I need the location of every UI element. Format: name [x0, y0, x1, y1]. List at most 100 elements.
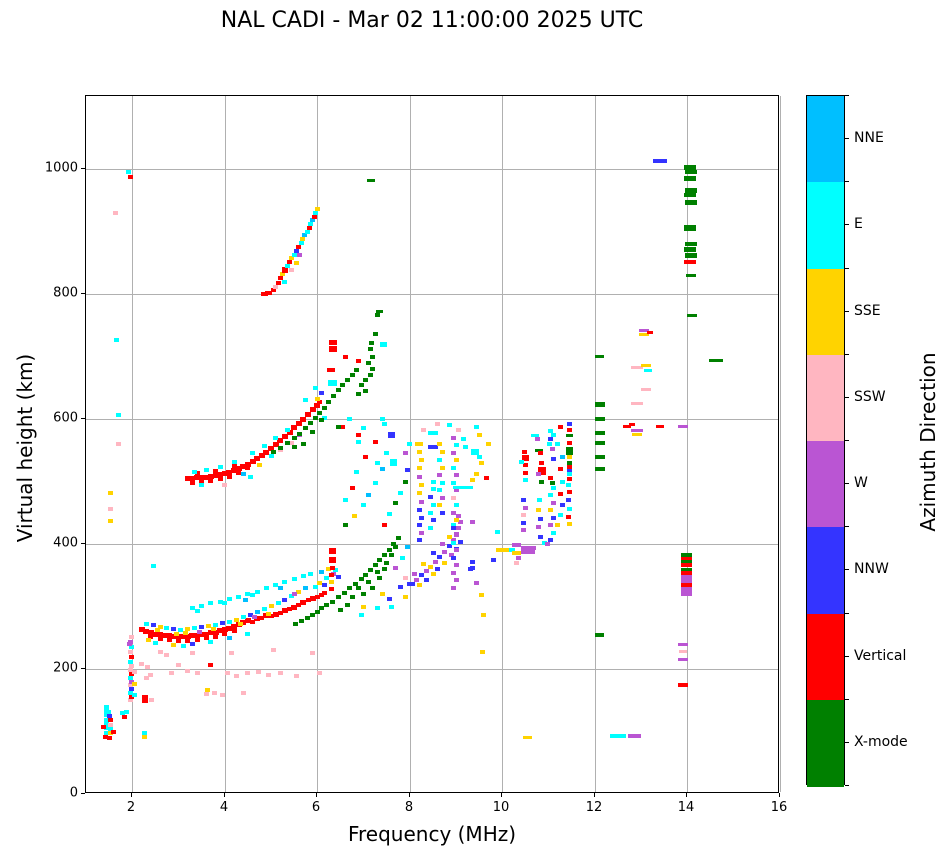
- data-point: [594, 401, 605, 407]
- data-point: [231, 460, 237, 465]
- data-point: [594, 417, 605, 422]
- data-point: [281, 434, 288, 440]
- data-point: [296, 590, 302, 595]
- data-point: [289, 440, 295, 445]
- data-point: [139, 662, 145, 667]
- data-point: [158, 649, 164, 654]
- colorbar-tick: [845, 224, 849, 226]
- data-point: [312, 385, 318, 390]
- x-gridline: [687, 96, 688, 792]
- data-point: [480, 649, 485, 654]
- data-point: [638, 328, 649, 332]
- colorbar-boundary-tick: [845, 612, 849, 614]
- data-point: [233, 673, 239, 678]
- colorbar: [806, 95, 845, 787]
- data-point: [328, 556, 336, 563]
- x-tick: [131, 793, 132, 797]
- data-point: [560, 503, 566, 508]
- data-point: [455, 428, 461, 433]
- data-point: [414, 577, 420, 582]
- data-point: [286, 429, 293, 435]
- data-point: [453, 518, 459, 523]
- data-point: [138, 627, 145, 633]
- data-point: [178, 627, 184, 632]
- data-point: [296, 602, 302, 607]
- data-point: [496, 547, 511, 552]
- data-point: [428, 430, 438, 435]
- data-point: [312, 584, 318, 589]
- data-point: [442, 549, 448, 554]
- data-point: [189, 650, 195, 655]
- data-point: [203, 467, 209, 472]
- data-point: [291, 425, 298, 431]
- data-point: [416, 582, 422, 587]
- data-point: [354, 470, 360, 475]
- data-point: [557, 492, 563, 497]
- data-point: [416, 507, 422, 512]
- data-point: [627, 733, 641, 738]
- data-point: [277, 610, 283, 615]
- data-point: [550, 432, 556, 437]
- data-point: [565, 434, 573, 438]
- data-point: [428, 525, 434, 530]
- y-tick-label: 600: [53, 410, 78, 426]
- y-gridline: [86, 544, 778, 545]
- x-tick-label: 12: [585, 800, 603, 815]
- data-point: [566, 522, 572, 527]
- data-point: [548, 538, 554, 543]
- data-point: [289, 256, 295, 261]
- data-point: [206, 623, 212, 628]
- data-point: [115, 413, 121, 418]
- data-point: [236, 470, 242, 475]
- data-point: [523, 505, 529, 510]
- data-point: [101, 724, 107, 729]
- data-point: [446, 543, 452, 548]
- data-point: [102, 734, 108, 739]
- data-point: [328, 379, 338, 386]
- data-point: [381, 567, 387, 572]
- data-point: [453, 458, 459, 463]
- data-point: [157, 624, 163, 629]
- data-point: [309, 595, 316, 601]
- data-point: [356, 585, 362, 590]
- data-point: [244, 461, 251, 467]
- data-point: [303, 398, 309, 403]
- data-point: [566, 477, 572, 482]
- data-point: [194, 475, 201, 481]
- data-point: [119, 711, 125, 716]
- data-point: [306, 225, 312, 230]
- data-point: [486, 442, 492, 447]
- data-point: [287, 260, 293, 265]
- data-point: [268, 453, 274, 458]
- y-tick: [81, 168, 85, 169]
- data-point: [416, 465, 422, 470]
- data-point: [310, 429, 316, 434]
- data-point: [421, 428, 427, 433]
- data-point: [630, 366, 643, 370]
- data-point: [511, 543, 521, 548]
- data-point: [152, 640, 158, 645]
- data-point: [171, 627, 177, 632]
- data-point: [548, 508, 554, 513]
- data-point: [541, 540, 547, 545]
- y-gridline: [86, 169, 778, 170]
- data-point: [199, 625, 205, 630]
- data-point: [479, 593, 485, 598]
- data-point: [289, 268, 295, 273]
- data-point: [508, 547, 515, 552]
- data-point: [678, 650, 687, 654]
- data-point: [284, 263, 290, 268]
- colorbar-segment-x-mode: [807, 699, 844, 787]
- data-point: [277, 585, 283, 590]
- y-tick: [81, 543, 85, 544]
- data-point: [222, 483, 228, 488]
- data-point: [437, 457, 443, 462]
- data-point: [451, 480, 457, 485]
- data-point: [435, 422, 441, 427]
- data-point: [294, 248, 299, 253]
- data-point: [226, 619, 232, 624]
- data-point: [229, 650, 235, 655]
- data-point: [208, 478, 214, 483]
- data-point: [226, 597, 232, 602]
- data-point: [370, 585, 376, 590]
